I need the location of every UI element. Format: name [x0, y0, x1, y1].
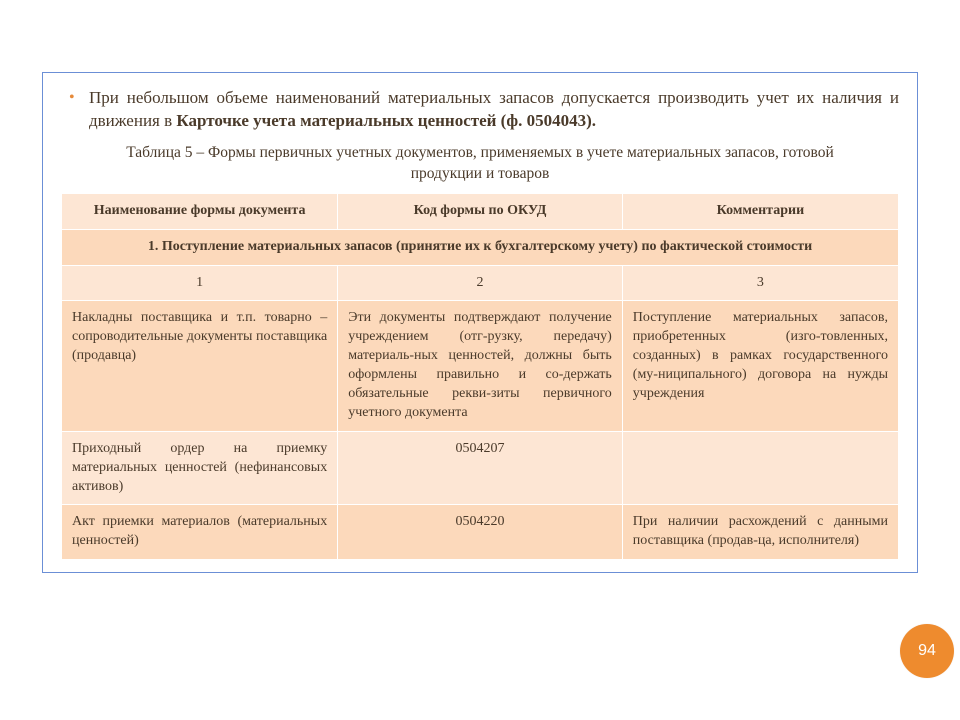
cell-comment: Поступление материальных запасов, приобр…: [622, 301, 898, 431]
cell-comment: [622, 431, 898, 505]
table-header-row: Наименование формы документа Код формы п…: [62, 193, 899, 229]
colnum-3: 3: [622, 265, 898, 301]
table-row: Акт приемки материалов (материальных цен…: [62, 505, 899, 560]
header-code: Код формы по ОКУД: [338, 193, 623, 229]
column-number-row: 1 2 3: [62, 265, 899, 301]
intro-text-bold: Карточке учета материальных ценностей (ф…: [176, 111, 596, 130]
cell-code: Эти документы подтверждают получение учр…: [338, 301, 623, 431]
table-caption: Таблица 5 – Формы первичных учетных доку…: [61, 143, 899, 193]
cell-name: Накладны поставщика и т.п. товарно – соп…: [62, 301, 338, 431]
cell-code: 0504220: [338, 505, 623, 560]
header-comment: Комментарии: [622, 193, 898, 229]
colnum-1: 1: [62, 265, 338, 301]
documents-table: Наименование формы документа Код формы п…: [61, 193, 899, 560]
cell-comment: При наличии расхождений с данными постав…: [622, 505, 898, 560]
section-title: 1. Поступление материальных запасов (при…: [62, 229, 899, 265]
cell-name: Приходный ордер на приемку материальных …: [62, 431, 338, 505]
page-number: 94: [918, 642, 936, 660]
table-row: Приходный ордер на приемку материальных …: [62, 431, 899, 505]
section-row: 1. Поступление материальных запасов (при…: [62, 229, 899, 265]
table-row: Накладны поставщика и т.п. товарно – соп…: [62, 301, 899, 431]
slide-frame: При небольшом объеме наименований матери…: [42, 72, 918, 573]
intro-paragraph: При небольшом объеме наименований матери…: [61, 87, 899, 133]
cell-code: 0504207: [338, 431, 623, 505]
header-name: Наименование формы документа: [62, 193, 338, 229]
page-number-badge: 94: [900, 624, 954, 678]
cell-name: Акт приемки материалов (материальных цен…: [62, 505, 338, 560]
colnum-2: 2: [338, 265, 623, 301]
